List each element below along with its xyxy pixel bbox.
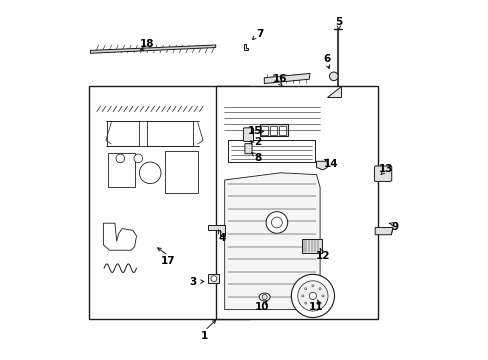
- Text: 15: 15: [247, 126, 262, 136]
- Bar: [259, 124, 288, 136]
- Circle shape: [116, 154, 124, 163]
- Polygon shape: [221, 101, 323, 137]
- Bar: [278, 126, 285, 135]
- Circle shape: [318, 288, 321, 290]
- Circle shape: [262, 294, 266, 300]
- Bar: [302, 239, 321, 253]
- FancyBboxPatch shape: [243, 128, 253, 141]
- Circle shape: [134, 154, 142, 163]
- Circle shape: [291, 274, 334, 318]
- Circle shape: [311, 305, 313, 307]
- Bar: [89, 86, 249, 319]
- Bar: [107, 153, 134, 187]
- Bar: [269, 126, 276, 135]
- Text: 3: 3: [189, 276, 197, 287]
- Circle shape: [311, 285, 313, 287]
- Circle shape: [297, 281, 327, 311]
- Text: 13: 13: [378, 164, 392, 174]
- Polygon shape: [207, 225, 224, 236]
- Circle shape: [304, 302, 306, 304]
- Ellipse shape: [259, 293, 269, 301]
- Circle shape: [271, 217, 282, 228]
- Circle shape: [211, 276, 216, 282]
- Text: 17: 17: [161, 256, 175, 266]
- Circle shape: [139, 162, 161, 184]
- Polygon shape: [316, 161, 326, 170]
- FancyBboxPatch shape: [244, 144, 251, 154]
- Bar: [207, 274, 218, 283]
- Polygon shape: [224, 173, 320, 310]
- Polygon shape: [95, 112, 206, 277]
- Text: 6: 6: [323, 54, 330, 64]
- Text: 5: 5: [334, 17, 342, 27]
- Polygon shape: [244, 44, 247, 50]
- Bar: [261, 126, 268, 135]
- Text: 9: 9: [390, 222, 398, 232]
- Text: 14: 14: [323, 159, 338, 169]
- Text: 10: 10: [254, 302, 268, 312]
- Circle shape: [318, 302, 321, 304]
- Polygon shape: [374, 228, 392, 235]
- Text: 12: 12: [315, 251, 329, 261]
- Polygon shape: [90, 45, 215, 53]
- Text: 4: 4: [218, 233, 225, 243]
- Bar: [107, 121, 139, 146]
- Text: 18: 18: [139, 39, 154, 49]
- Polygon shape: [103, 223, 136, 250]
- Circle shape: [329, 72, 337, 81]
- Text: 11: 11: [308, 302, 323, 312]
- Bar: [165, 151, 197, 193]
- Polygon shape: [264, 73, 309, 84]
- Bar: [215, 86, 377, 319]
- Circle shape: [321, 295, 324, 297]
- Polygon shape: [326, 86, 340, 97]
- Text: 1: 1: [201, 330, 208, 341]
- Text: 7: 7: [255, 29, 263, 39]
- Circle shape: [309, 292, 316, 300]
- Circle shape: [265, 212, 287, 233]
- Text: 8: 8: [254, 153, 261, 163]
- Bar: [146, 121, 193, 146]
- Text: 16: 16: [273, 74, 287, 84]
- Text: 2: 2: [254, 137, 261, 147]
- FancyBboxPatch shape: [374, 166, 391, 181]
- Bar: [228, 140, 314, 162]
- Circle shape: [304, 288, 306, 290]
- Circle shape: [301, 295, 303, 297]
- Polygon shape: [221, 162, 323, 319]
